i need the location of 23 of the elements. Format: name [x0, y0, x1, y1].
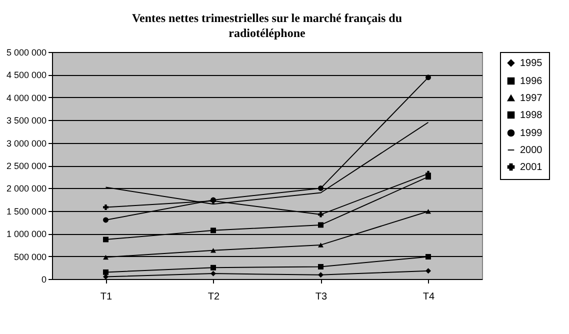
y-tick-label: 5 000 000	[6, 48, 46, 58]
y-tick-label: 4 500 000	[6, 70, 46, 80]
y-tick-label: 3 000 000	[6, 138, 46, 148]
legend-label: 1996	[520, 76, 543, 87]
x-tick-label: T3	[315, 292, 328, 302]
y-tick-label: 3 500 000	[6, 116, 46, 126]
legend-label: 2001	[520, 162, 543, 173]
legend-label: 1995	[520, 58, 543, 69]
y-tick-label: 500 000	[14, 252, 46, 262]
x-tick-label: T2	[208, 292, 220, 302]
y-tick-label: 0	[41, 274, 46, 284]
y-tick-label: 1 000 000	[6, 229, 46, 240]
legend-label: 1997	[520, 93, 543, 104]
chart-title: Ventes nettes trimestrielles sur le marché français du radiotéléphone	[132, 11, 402, 40]
x-tick-label: T4	[422, 292, 436, 302]
y-tick-label: 1 500 000	[6, 206, 46, 216]
y-tick-label: 2 000 000	[6, 184, 46, 194]
legend-label: 1999	[520, 128, 543, 139]
y-tick-label: 4 000 000	[6, 92, 46, 103]
legend-label: 2000	[520, 145, 543, 156]
y-tick-label: 2 500 000	[6, 161, 46, 171]
x-tick-label: T1	[100, 292, 113, 302]
legend-label: 1998	[520, 110, 543, 121]
